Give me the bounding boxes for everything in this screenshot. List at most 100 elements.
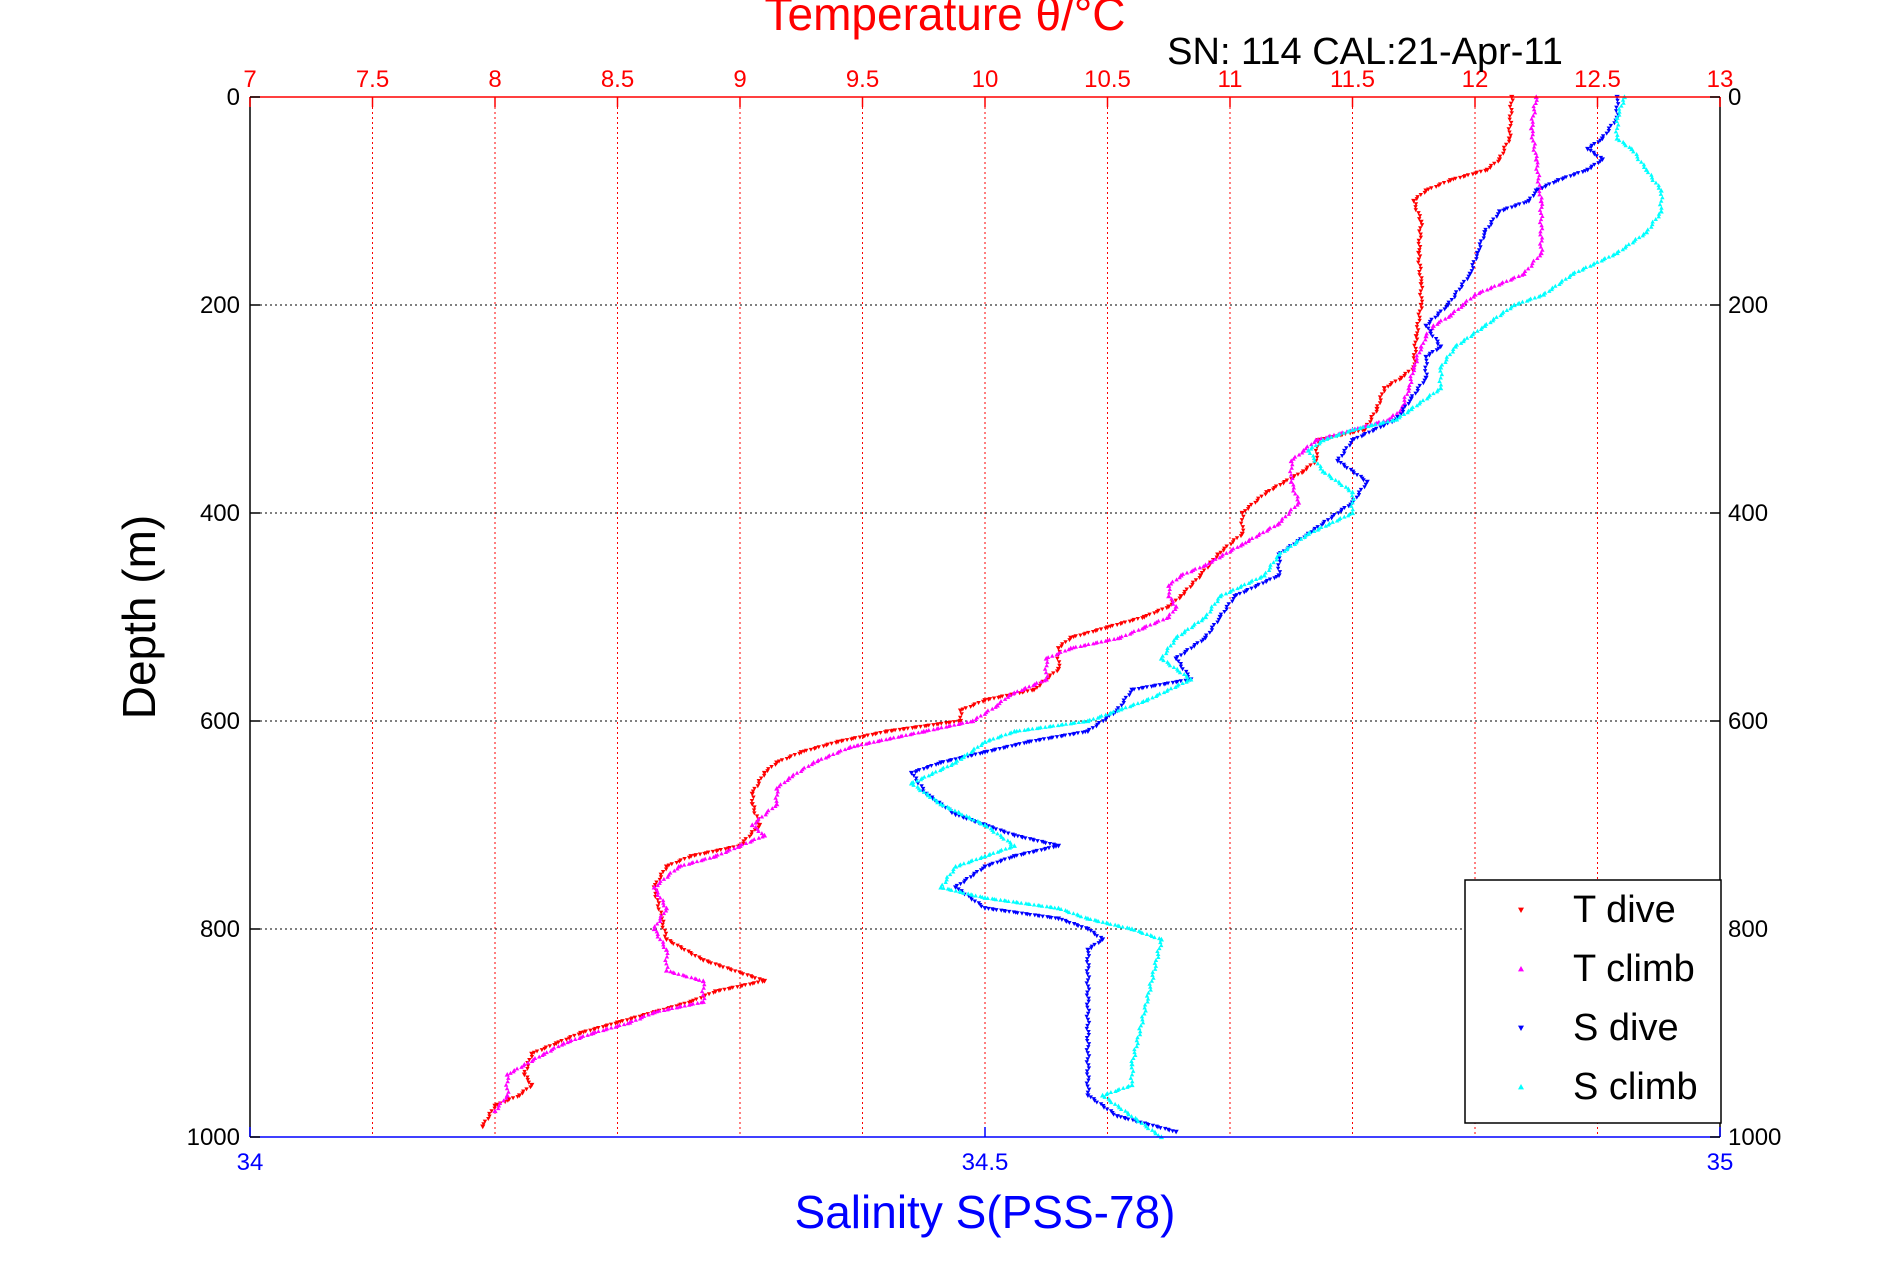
data-point xyxy=(547,1044,553,1049)
data-point xyxy=(1610,253,1615,258)
data-point xyxy=(1009,855,1015,860)
data-point xyxy=(998,859,1003,864)
legend-item-t-dive: T dive xyxy=(1518,889,1676,931)
data-point xyxy=(1085,1023,1090,1028)
data-point xyxy=(1243,540,1248,545)
data-point xyxy=(1238,584,1243,589)
data-point xyxy=(528,1085,533,1090)
data-point xyxy=(508,1070,513,1075)
data-point xyxy=(1653,180,1659,185)
data-point xyxy=(1397,408,1403,413)
data-point xyxy=(1315,527,1321,532)
data-point xyxy=(1436,183,1442,188)
data-point xyxy=(1085,1090,1091,1095)
data-point xyxy=(738,984,744,989)
data-point xyxy=(516,1093,523,1098)
data-point xyxy=(658,872,663,877)
data-point xyxy=(603,1027,608,1032)
data-point xyxy=(1478,169,1484,174)
data-point xyxy=(1537,173,1542,178)
data-point xyxy=(506,1075,511,1080)
data-point xyxy=(1289,465,1294,470)
data-point xyxy=(1142,1005,1147,1010)
tick-label-temperature: 11 xyxy=(1218,66,1243,93)
data-point xyxy=(1501,208,1506,213)
data-point xyxy=(1481,236,1486,241)
data-point xyxy=(1067,732,1073,737)
data-point xyxy=(1139,700,1145,705)
data-point xyxy=(1088,917,1093,922)
data-point xyxy=(1027,912,1033,917)
data-point xyxy=(924,766,930,770)
data-point xyxy=(1604,131,1609,136)
data-point xyxy=(520,1091,525,1096)
data-point xyxy=(934,722,940,727)
data-point xyxy=(496,1103,502,1108)
data-point xyxy=(1137,1026,1142,1031)
data-point xyxy=(1530,119,1535,124)
data-point xyxy=(1209,625,1215,630)
data-point xyxy=(1583,265,1588,270)
data-point xyxy=(625,1021,630,1026)
data-point xyxy=(1422,190,1427,195)
data-point xyxy=(1145,996,1151,1001)
data-point xyxy=(1260,530,1266,535)
data-point xyxy=(835,750,840,755)
data-point xyxy=(1055,723,1061,728)
data-point xyxy=(1509,205,1515,210)
data-point xyxy=(1470,266,1476,271)
data-point xyxy=(978,868,984,873)
data-point xyxy=(751,808,757,813)
data-point xyxy=(1157,946,1162,951)
data-point xyxy=(676,971,681,976)
data-point xyxy=(658,913,663,918)
data-point xyxy=(964,813,969,818)
data-point xyxy=(1428,331,1434,336)
data-point xyxy=(1213,556,1218,561)
data-point xyxy=(559,1039,564,1043)
data-point xyxy=(999,834,1004,839)
data-point xyxy=(1347,443,1353,448)
data-point xyxy=(637,1014,643,1019)
data-point xyxy=(1507,114,1512,119)
data-point xyxy=(1408,396,1414,402)
data-point xyxy=(1022,727,1027,732)
data-point xyxy=(1419,279,1424,284)
data-point xyxy=(1416,241,1421,246)
data-point xyxy=(825,754,831,759)
data-point xyxy=(1490,318,1496,323)
data-point xyxy=(1446,179,1451,184)
data-point xyxy=(1482,230,1488,235)
chart-subtitle: SN: 114 CAL:21-Apr-11 xyxy=(1167,31,1563,73)
data-point xyxy=(1413,340,1418,345)
data-point xyxy=(1443,316,1448,321)
data-point xyxy=(1062,648,1068,653)
data-point xyxy=(1521,201,1527,206)
data-point xyxy=(1488,320,1493,325)
data-point xyxy=(492,1103,498,1109)
data-point xyxy=(1415,389,1420,393)
data-point xyxy=(1086,642,1091,647)
data-point xyxy=(1538,244,1543,249)
data-point xyxy=(1256,582,1261,587)
data-point xyxy=(1398,412,1404,417)
data-point xyxy=(1046,736,1051,741)
data-point xyxy=(1413,350,1419,354)
data-point xyxy=(1412,343,1417,348)
data-point xyxy=(710,849,716,854)
data-point xyxy=(492,1108,498,1114)
data-point xyxy=(941,885,946,890)
data-point xyxy=(677,859,682,864)
data-point xyxy=(1171,638,1177,643)
tick-label-temperature: 9 xyxy=(733,66,746,93)
data-point xyxy=(1592,162,1597,167)
data-point xyxy=(1219,553,1224,558)
data-point xyxy=(661,919,666,924)
data-point xyxy=(741,839,746,844)
data-point xyxy=(706,960,711,965)
data-point xyxy=(1086,1054,1092,1059)
data-point xyxy=(1415,386,1420,391)
data-point xyxy=(938,760,944,766)
data-point xyxy=(1242,509,1248,514)
data-point xyxy=(1086,966,1091,971)
